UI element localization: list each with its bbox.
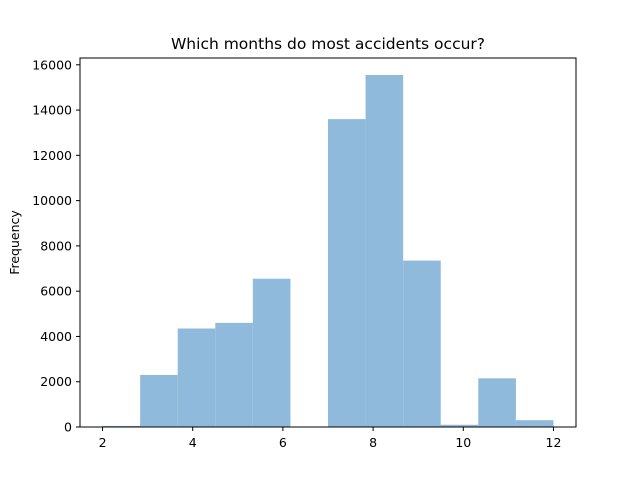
histogram-bar — [177, 328, 216, 427]
histogram-bar — [440, 424, 479, 427]
x-axis-ticks: 2 4 6 8 10 12 — [99, 427, 562, 450]
y-tick-label: 6000 — [40, 284, 72, 299]
x-tick-label: 12 — [546, 435, 562, 450]
y-tick-label: 10000 — [32, 193, 72, 208]
y-tick-label: 0 — [64, 420, 72, 435]
histogram-bar — [365, 74, 404, 427]
histogram-bar — [140, 374, 178, 427]
y-tick-label: 12000 — [32, 148, 72, 163]
histogram-bar — [252, 278, 291, 427]
y-tick-label: 4000 — [40, 329, 72, 344]
y-tick-label: 2000 — [40, 374, 72, 389]
x-tick-label: 6 — [279, 435, 287, 450]
histogram-bar — [478, 378, 516, 427]
x-tick-label: 4 — [189, 435, 197, 450]
x-tick-label: 2 — [99, 435, 107, 450]
histogram-bar — [215, 322, 253, 427]
plot-frame — [79, 57, 577, 428]
y-axis-label: Frequency — [7, 210, 22, 275]
histogram-bar — [515, 420, 554, 427]
x-tick-label: 10 — [455, 435, 471, 450]
bars-layer — [102, 74, 554, 428]
y-axis-ticks: 0 2000 4000 6000 8000 10000 12000 14000 16000 — [32, 57, 80, 435]
y-tick-label: 14000 — [32, 103, 72, 118]
histogram-bar — [328, 119, 366, 428]
chart-title: Which months do most accidents occur? — [171, 35, 485, 53]
y-tick-label: 8000 — [40, 238, 72, 253]
x-tick-label: 8 — [369, 435, 377, 450]
y-tick-label: 16000 — [32, 57, 72, 72]
histogram-bar — [403, 260, 441, 427]
histogram-bar — [102, 425, 141, 427]
